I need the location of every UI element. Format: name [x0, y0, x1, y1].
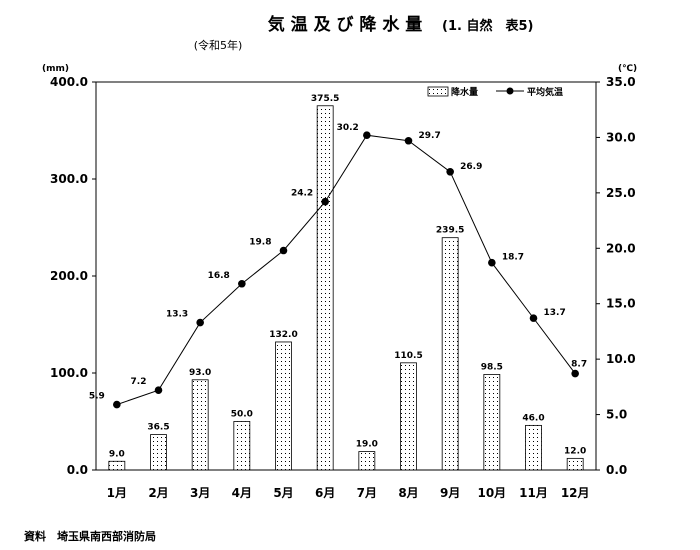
precipitation-bar	[566, 457, 584, 471]
precipitation-value-label: 93.0	[189, 368, 211, 378]
precipitation-bar	[525, 424, 542, 471]
x-tick-label: 11月	[519, 486, 548, 500]
temperature-point	[113, 400, 121, 409]
precipitation-bar	[191, 379, 209, 471]
x-tick-label: 1月	[107, 486, 127, 500]
precipitation-value-label: 9.0	[109, 449, 125, 459]
left-axis-ticks: 0.0 100.0 200.0 300.0 400.0	[50, 75, 96, 477]
temperature-value-label: 29.7	[419, 131, 441, 141]
precipitation-value-label: 132.0	[269, 330, 297, 340]
temperature-point	[238, 279, 246, 288]
precipitation-bar	[358, 451, 376, 471]
temperature-point	[279, 246, 288, 255]
precipitation-bar	[483, 374, 501, 471]
chart-subtitle: (令和5年)	[194, 38, 243, 52]
precipitation-value-label: 36.5	[147, 423, 169, 433]
left-tick-label: 300.0	[50, 172, 88, 186]
temperature-points	[113, 131, 579, 409]
temperature-value-label: 13.3	[166, 310, 188, 320]
chart-title-note: (1. 自然 表5)	[442, 18, 533, 34]
right-tick-label: 20.0	[606, 241, 636, 255]
x-tick-label: 8月	[398, 486, 418, 500]
x-tick-label: 4月	[232, 486, 252, 500]
temperature-value-label: 5.9	[89, 392, 105, 402]
left-tick-label: 200.0	[50, 269, 88, 283]
right-tick-label: 30.0	[606, 130, 636, 144]
temperature-labels: 5.9 7.2 13.3 16.8 19.8 24.2 30.2 29.7 26.9 18.7 13…	[89, 123, 587, 401]
left-tick-label: 400.0	[50, 75, 88, 89]
x-tick-label: 5月	[273, 486, 293, 500]
temperature-value-label: 19.8	[249, 238, 271, 248]
precipitation-value-label: 375.5	[311, 94, 339, 104]
temperature-point	[321, 197, 329, 206]
precipitation-bar	[150, 434, 167, 471]
precipitation-bar	[275, 341, 292, 471]
temperature-point	[404, 136, 413, 145]
legend-line-marker	[506, 87, 514, 95]
right-tick-label: 35.0	[606, 75, 636, 89]
precipitation-labels: 9.0 36.5 93.0 50.0 132.0 375.5 19.0 110.5 239.5 9…	[109, 94, 586, 460]
temperature-value-label: 24.2	[291, 189, 313, 199]
temperature-point	[488, 258, 496, 267]
temperature-value-label: 7.2	[131, 377, 147, 387]
temperature-point	[363, 131, 371, 140]
precipitation-bar	[400, 362, 417, 471]
temperature-value-label: 26.9	[460, 162, 482, 172]
left-axis-unit: (mm)	[42, 64, 69, 74]
legend-line-label: 平均気温	[527, 86, 563, 98]
x-axis-ticks: 1月 2月 3月 4月 5月 6月 7月 8月 9月 10月 11月 12月	[107, 486, 590, 500]
x-tick-label: 9月	[440, 486, 460, 500]
right-tick-label: 10.0	[606, 352, 636, 366]
right-axis-unit: (℃)	[618, 64, 637, 74]
temperature-value-label: 8.7	[571, 360, 587, 370]
right-tick-label: 25.0	[606, 186, 636, 200]
x-tick-label: 6月	[315, 486, 335, 500]
temperature-value-label: 30.2	[337, 123, 359, 133]
temperature-value-label: 13.7	[544, 308, 566, 318]
source-note: 資料 埼玉県南西部消防局	[24, 529, 156, 543]
precipitation-value-label: 50.0	[231, 410, 253, 420]
x-tick-label: 7月	[357, 486, 377, 500]
right-tick-label: 5.0	[606, 408, 627, 422]
precipitation-value-label: 98.5	[481, 362, 503, 372]
precipitation-bar	[233, 421, 251, 471]
right-tick-label: 15.0	[606, 297, 636, 311]
right-tick-label: 0.0	[606, 463, 627, 477]
x-tick-label: 3月	[190, 486, 210, 500]
temperature-point	[529, 314, 538, 322]
x-tick-label: 2月	[148, 486, 168, 500]
x-tick-label: 12月	[561, 486, 590, 500]
precipitation-value-label: 12.0	[564, 446, 586, 456]
precipitation-bars	[108, 105, 584, 471]
left-tick-label: 0.0	[67, 463, 88, 477]
precipitation-bar	[441, 237, 459, 471]
temperature-value-label: 18.7	[502, 253, 524, 263]
precipitation-bar	[316, 105, 334, 471]
legend: 降水量 平均気温	[427, 86, 563, 98]
plot-area	[95, 81, 597, 471]
temperature-line	[116, 134, 576, 406]
precipitation-value-label: 239.5	[436, 226, 464, 236]
temperature-point	[446, 167, 454, 176]
precipitation-value-label: 46.0	[522, 413, 544, 423]
temperature-point	[196, 318, 204, 327]
chart-title: 気 温 及 び 降 水 量	[267, 14, 423, 35]
precipitation-value-label: 19.0	[356, 440, 378, 450]
temperature-point	[154, 386, 163, 394]
x-tick-label: 10月	[477, 486, 506, 500]
precipitation-bar	[108, 460, 126, 471]
temperature-value-label: 16.8	[208, 271, 230, 281]
precipitation-value-label: 110.5	[394, 351, 422, 361]
temperature-point	[571, 369, 579, 378]
legend-bar-label: 降水量	[451, 86, 478, 98]
right-axis-ticks: 0.0 5.0 10.0 15.0 20.0 25.0 30.0 35.0	[596, 75, 636, 477]
left-tick-label: 100.0	[50, 366, 88, 380]
legend-bar-swatch	[427, 86, 449, 97]
